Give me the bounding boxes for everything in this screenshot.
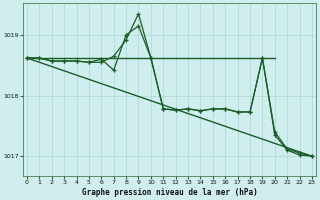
X-axis label: Graphe pression niveau de la mer (hPa): Graphe pression niveau de la mer (hPa) xyxy=(82,188,257,197)
